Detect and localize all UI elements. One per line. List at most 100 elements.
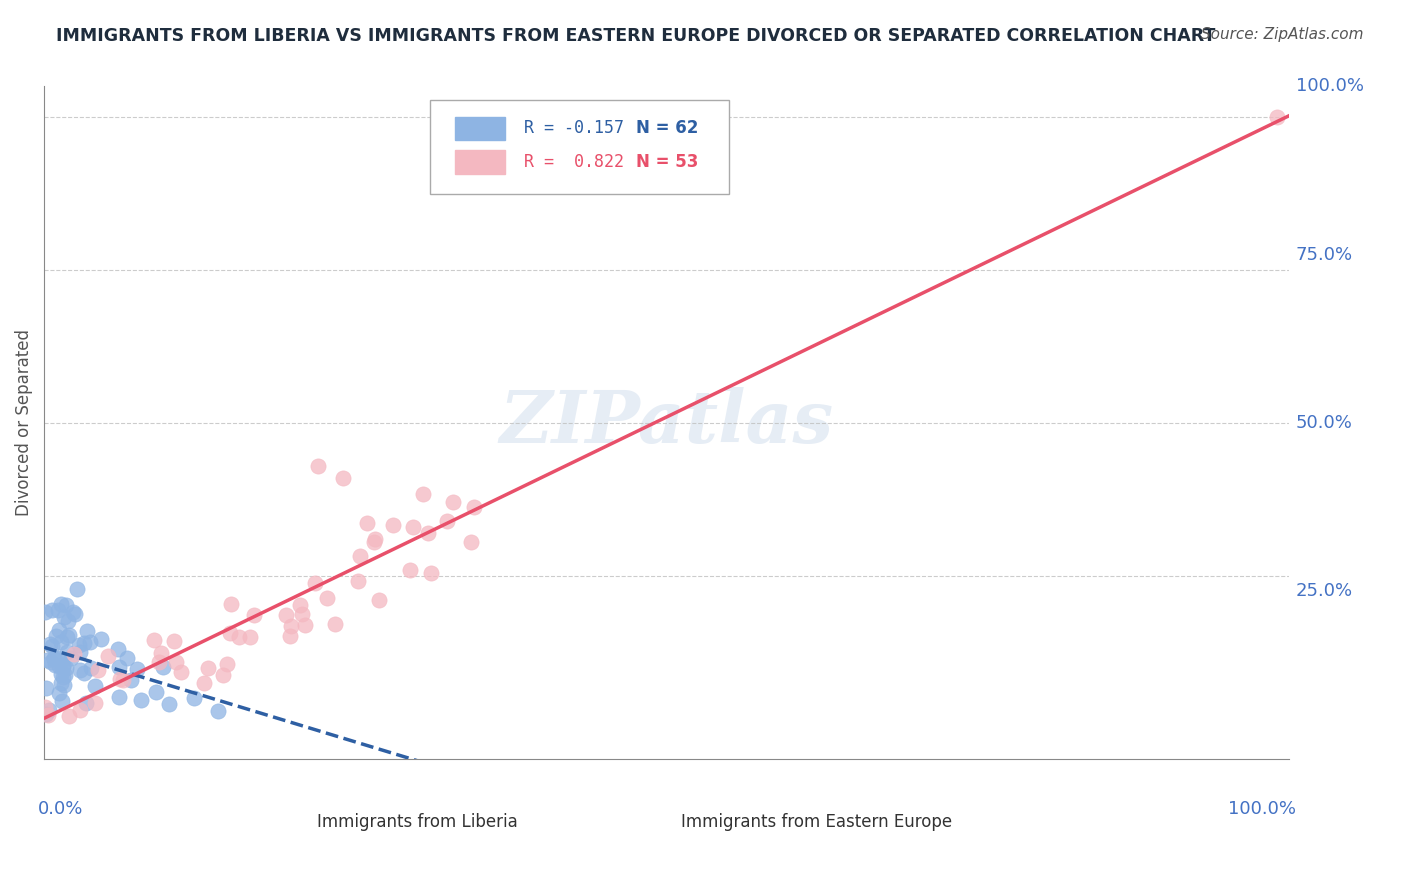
Point: [416, 526, 439, 541]
Text: R =  0.822: R = 0.822: [523, 153, 623, 170]
Point: [46, 651, 69, 665]
Text: 100.0%: 100.0%: [1296, 78, 1364, 95]
Point: [148, 655, 170, 669]
Point: [59, 650, 82, 665]
Point: [51, 693, 73, 707]
Point: [218, 625, 240, 640]
Point: [197, 661, 219, 675]
Point: [79, 635, 101, 649]
Point: [42, 652, 65, 666]
Bar: [456, 117, 505, 140]
Point: [34, 700, 56, 714]
Point: [1265, 110, 1288, 124]
Text: N = 62: N = 62: [636, 120, 697, 137]
Point: [332, 471, 354, 485]
Point: [323, 616, 346, 631]
Text: 50.0%: 50.0%: [1296, 414, 1353, 432]
Point: [69, 703, 91, 717]
Point: [38, 703, 60, 717]
Point: [48, 623, 70, 637]
Point: [436, 514, 458, 528]
Point: [53, 668, 76, 682]
Point: [34, 605, 56, 619]
Point: [67, 638, 90, 652]
Point: [80, 661, 103, 675]
Point: [41, 639, 63, 653]
Point: [52, 670, 75, 684]
Point: [66, 582, 89, 596]
Bar: [456, 151, 505, 174]
Point: [55, 661, 77, 675]
Point: [41, 603, 63, 617]
Point: [382, 517, 405, 532]
Text: 75.0%: 75.0%: [1296, 245, 1353, 264]
Point: [55, 598, 77, 612]
Bar: [679, 807, 710, 822]
Point: [73, 636, 96, 650]
Point: [463, 500, 485, 515]
Point: [127, 662, 149, 676]
Point: [221, 597, 243, 611]
Point: [87, 663, 110, 677]
Point: [349, 549, 371, 563]
Point: [56, 645, 79, 659]
Point: [228, 631, 250, 645]
Point: [53, 610, 76, 624]
Text: Source: ZipAtlas.com: Source: ZipAtlas.com: [1201, 27, 1364, 42]
Point: [52, 658, 75, 673]
Point: [62, 605, 84, 619]
Point: [48, 686, 70, 700]
Point: [56, 614, 79, 628]
Point: [52, 678, 75, 692]
Point: [90, 632, 112, 647]
Point: [165, 655, 187, 669]
Point: [145, 685, 167, 699]
Point: [49, 597, 72, 611]
FancyBboxPatch shape: [430, 100, 730, 194]
Point: [44, 651, 66, 665]
Point: [63, 647, 86, 661]
Point: [399, 563, 422, 577]
Point: [39, 637, 62, 651]
Point: [402, 519, 425, 533]
Point: [108, 690, 131, 704]
Point: [56, 630, 79, 644]
Point: [58, 709, 80, 723]
Point: [120, 673, 142, 687]
Point: [52, 660, 75, 674]
Point: [278, 629, 301, 643]
Point: [97, 648, 120, 663]
Text: 100.0%: 100.0%: [1227, 800, 1296, 818]
Point: [39, 655, 62, 669]
Text: Immigrants from Liberia: Immigrants from Liberia: [318, 814, 517, 831]
Text: 0.0%: 0.0%: [38, 800, 83, 818]
Point: [45, 629, 67, 643]
Point: [35, 706, 58, 721]
Point: [211, 668, 233, 682]
Point: [69, 645, 91, 659]
Text: R = -0.157: R = -0.157: [523, 120, 623, 137]
Point: [46, 603, 69, 617]
Point: [288, 598, 311, 612]
Point: [239, 630, 262, 644]
Text: IMMIGRANTS FROM LIBERIA VS IMMIGRANTS FROM EASTERN EUROPE DIVORCED OR SEPARATED : IMMIGRANTS FROM LIBERIA VS IMMIGRANTS FR…: [56, 27, 1216, 45]
Point: [37, 707, 59, 722]
Point: [73, 665, 96, 680]
Point: [356, 516, 378, 531]
Point: [51, 635, 73, 649]
Point: [460, 535, 482, 549]
Point: [412, 487, 434, 501]
Point: [65, 607, 87, 621]
Point: [420, 566, 443, 580]
Point: [83, 680, 105, 694]
Point: [274, 607, 297, 622]
Point: [150, 646, 173, 660]
Point: [112, 673, 135, 688]
Point: [183, 691, 205, 706]
Point: [58, 628, 80, 642]
Point: [304, 576, 326, 591]
Point: [51, 667, 73, 681]
Point: [364, 533, 387, 547]
Point: [117, 651, 139, 665]
Point: [107, 642, 129, 657]
